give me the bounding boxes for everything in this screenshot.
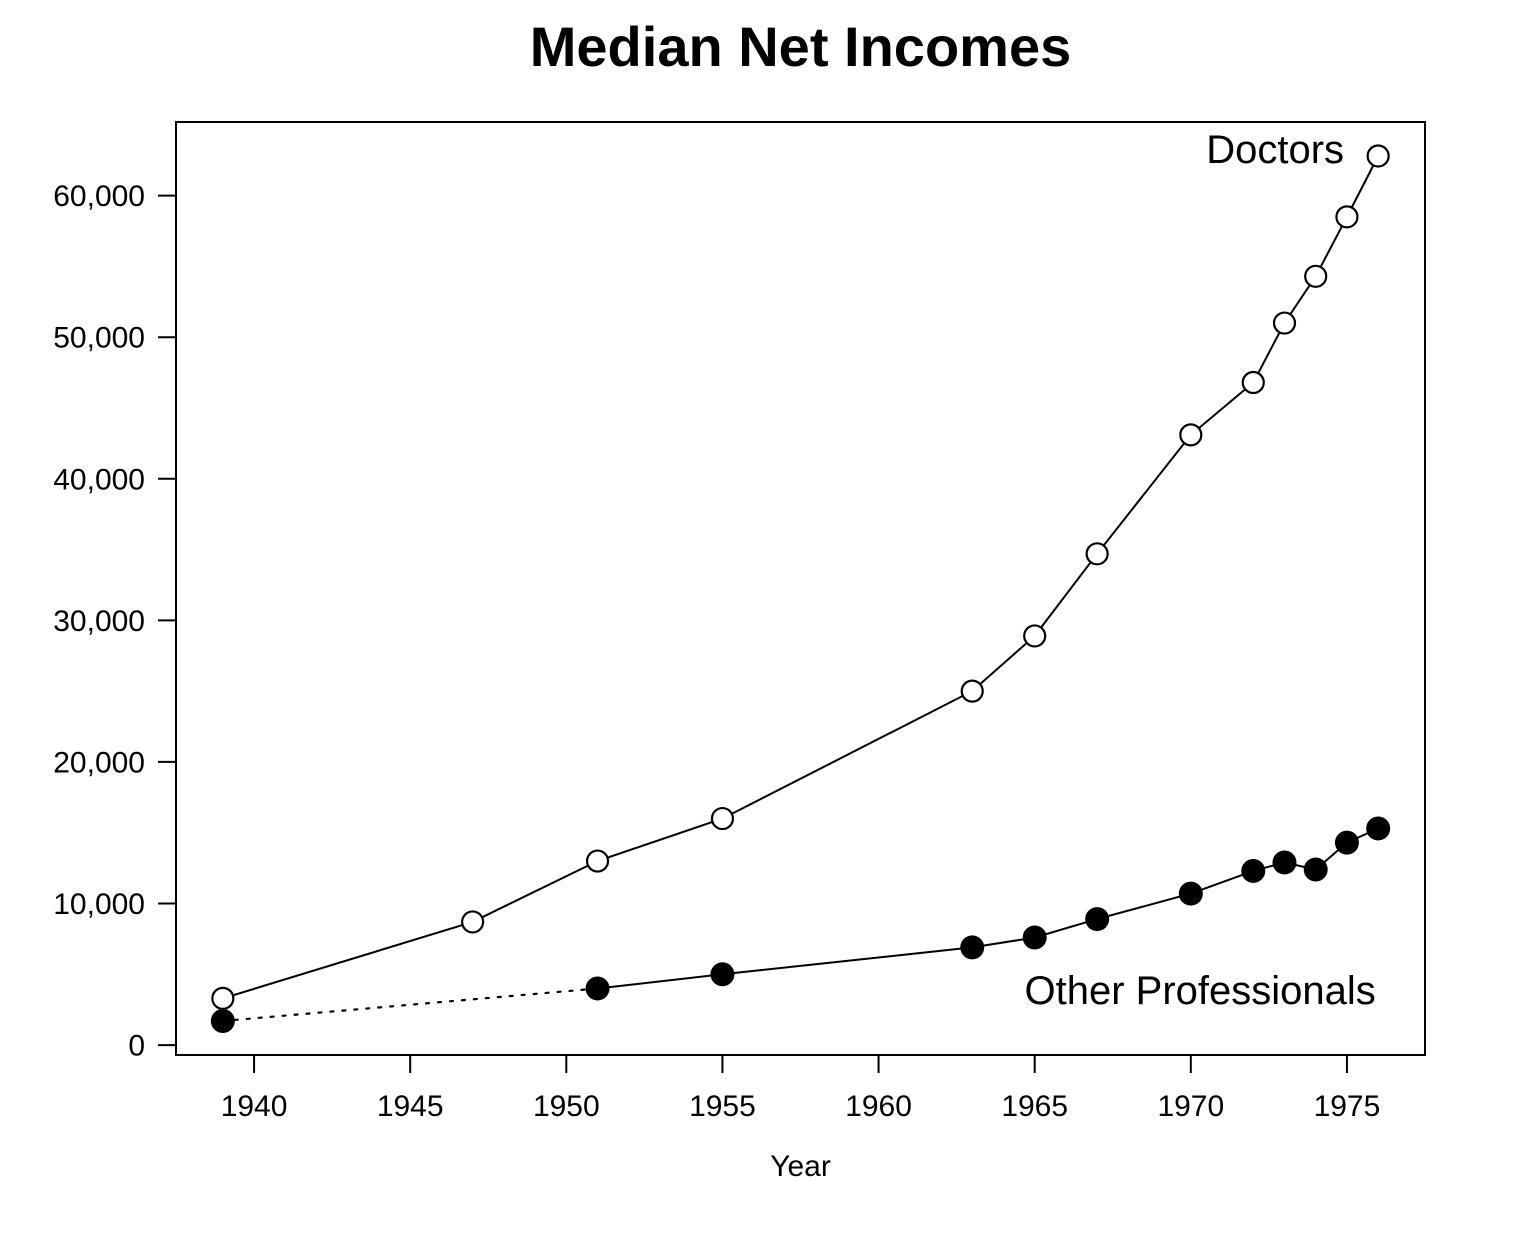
doctors-marker bbox=[1085, 542, 1109, 566]
doctors-marker bbox=[1366, 144, 1390, 168]
doctors-series-line bbox=[222, 155, 1380, 1000]
y-tick-label: 60,000 bbox=[53, 180, 145, 213]
plot-border bbox=[175, 121, 1426, 1056]
x-tick-label: 1955 bbox=[689, 1090, 756, 1123]
y-tick-label: 30,000 bbox=[53, 605, 145, 638]
x-tick-label: 1965 bbox=[1001, 1090, 1068, 1123]
doctors-marker bbox=[585, 849, 610, 873]
x-tick-label: 1950 bbox=[533, 1090, 600, 1123]
doctors-marker bbox=[461, 910, 485, 934]
x-tick-label: 1970 bbox=[1157, 1090, 1224, 1123]
other-professionals-marker bbox=[585, 976, 610, 1001]
other-professionals-marker bbox=[1085, 907, 1110, 932]
other-professionals-marker bbox=[1334, 830, 1359, 855]
other-professionals-series-line bbox=[597, 827, 1379, 990]
other-professionals-marker bbox=[210, 1009, 235, 1034]
y-tick-label: 20,000 bbox=[53, 746, 145, 779]
y-tick-label: 50,000 bbox=[53, 322, 145, 355]
doctors-marker bbox=[1272, 311, 1297, 335]
x-axis-title: Year bbox=[770, 1150, 831, 1183]
x-tick-label: 1940 bbox=[221, 1090, 288, 1123]
y-tick-label: 10,000 bbox=[53, 888, 145, 921]
other-professionals-marker bbox=[1303, 857, 1328, 882]
other-professionals-marker bbox=[1241, 858, 1266, 883]
x-tick-label: 1945 bbox=[377, 1090, 444, 1123]
x-tick-label: 1975 bbox=[1314, 1090, 1381, 1123]
other-professionals-label: Other Professionals bbox=[1025, 969, 1376, 1013]
doctors-marker bbox=[1304, 264, 1328, 288]
doctors-label: Doctors bbox=[1206, 128, 1344, 172]
doctors-marker bbox=[710, 806, 735, 831]
doctors-marker bbox=[1023, 624, 1047, 648]
other-professionals-marker bbox=[1366, 816, 1391, 841]
other-professionals-series-line-dotted bbox=[221, 987, 599, 1023]
other-professionals-marker bbox=[710, 962, 735, 987]
x-tick-label: 1960 bbox=[845, 1090, 912, 1123]
doctors-marker bbox=[1335, 205, 1359, 229]
other-professionals-marker bbox=[1022, 925, 1047, 950]
other-professionals-marker bbox=[1178, 881, 1203, 906]
doctors-marker bbox=[1241, 370, 1265, 395]
other-professionals-marker bbox=[1272, 850, 1297, 875]
chart-title: Median Net Incomes bbox=[529, 15, 1072, 78]
other-professionals-marker bbox=[960, 935, 985, 960]
y-tick-label: 0 bbox=[128, 1030, 145, 1063]
doctors-marker bbox=[211, 986, 235, 1010]
doctors-marker bbox=[960, 679, 984, 703]
y-tick-label: 40,000 bbox=[53, 463, 145, 496]
doctors-marker bbox=[1179, 423, 1203, 447]
